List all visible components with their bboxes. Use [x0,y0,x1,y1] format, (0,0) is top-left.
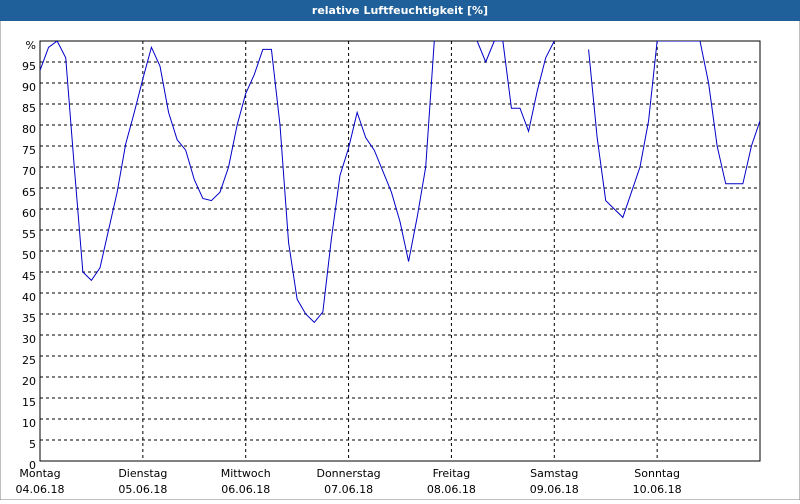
x-tick-label: Montag [19,467,60,480]
y-tick-label: 65 [22,186,36,199]
x-tick-label: Dienstag [118,467,167,480]
y-tick-label: 40 [22,291,36,304]
y-tick-label: 85 [22,102,36,115]
x-tick-date: 04.06.18 [16,483,65,496]
x-tick-date: 05.06.18 [118,483,167,496]
y-tick-label: 70 [22,165,36,178]
y-tick-label: 45 [22,270,36,283]
plot-border [39,40,761,462]
x-tick-label: Samstag [530,467,578,480]
x-tick-date: 06.06.18 [221,483,270,496]
chart-title: relative Luftfeuchtigkeit [%] [312,4,488,17]
x-tick-date: 08.06.18 [427,483,476,496]
y-tick-label: 55 [22,228,36,241]
y-tick-label: 25 [22,354,36,367]
y-tick-label: 30 [22,333,36,346]
y-tick-label: 75 [22,144,36,157]
y-tick-label: 0 [29,459,36,472]
y-tick-label: 35 [22,312,36,325]
x-tick-date: 09.06.18 [530,483,579,496]
y-tick-label: 20 [22,375,36,388]
x-tick-label: Freitag [433,467,471,480]
y-tick-label: 95 [22,60,36,73]
data-line [40,41,760,324]
y-tick-label: 5 [29,438,36,451]
x-tick-label: Mittwoch [221,467,271,480]
title-bar [0,0,800,21]
y-tick-label: 80 [22,123,36,136]
y-tick-label: % [26,39,36,52]
y-tick-label: 60 [22,207,36,220]
y-tick-label: 50 [22,249,36,262]
x-tick-date: 07.06.18 [324,483,373,496]
y-tick-label: 10 [22,417,36,430]
y-tick-label: 15 [22,396,36,409]
y-tick-label: 90 [22,81,36,94]
x-tick-label: Donnerstag [316,467,380,480]
x-tick-date: 10.06.18 [633,483,682,496]
x-tick-label: Sonntag [634,467,680,480]
